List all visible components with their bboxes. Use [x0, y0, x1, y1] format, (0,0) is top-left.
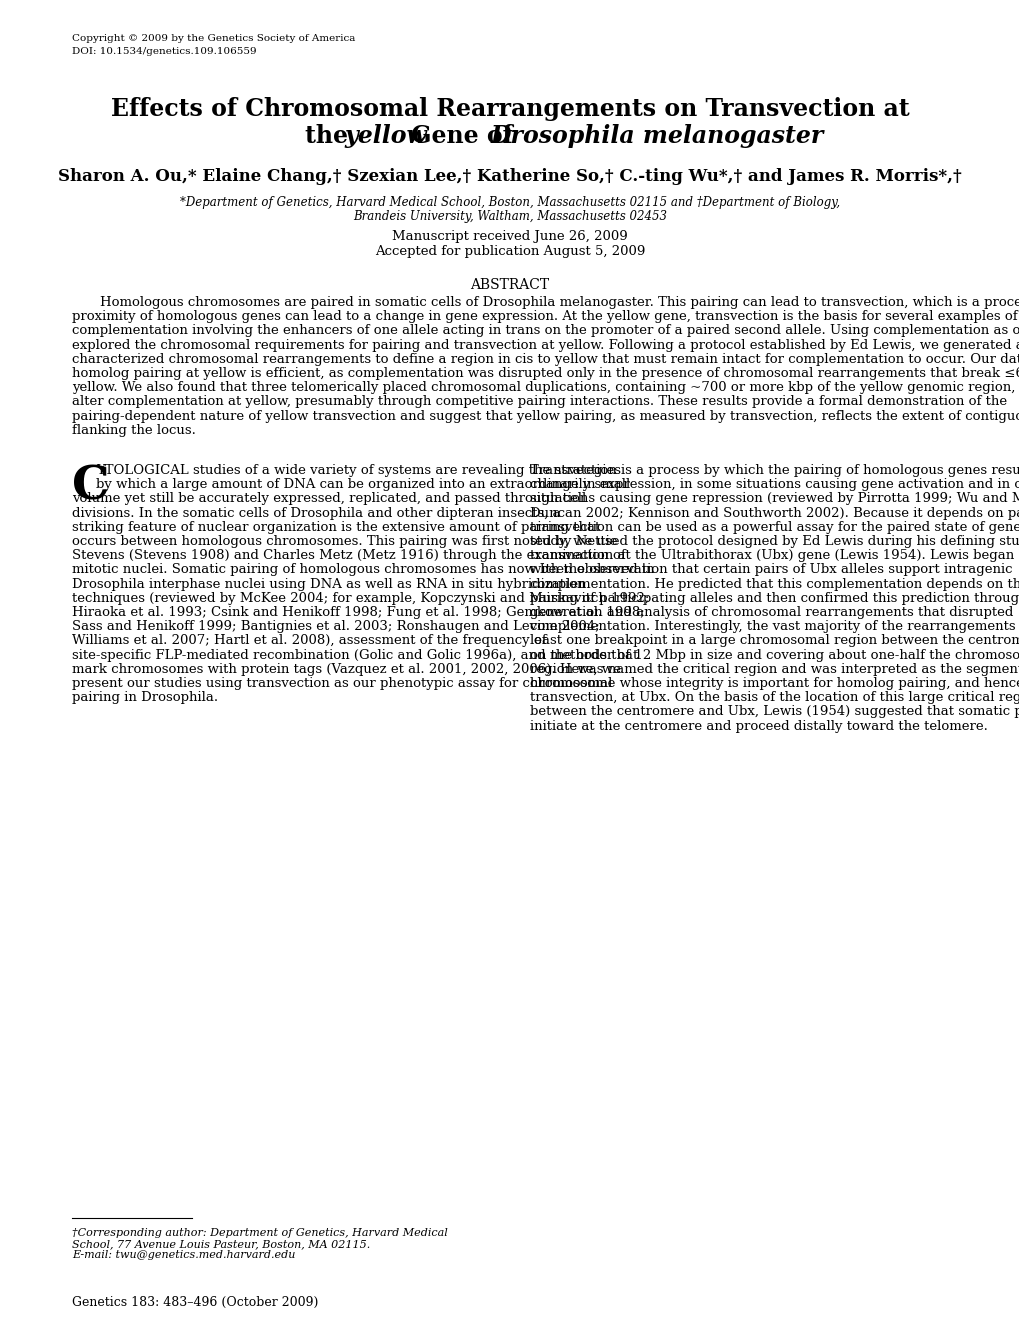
Text: explored the chromosomal requirements for pairing and transvection at yellow. Fo: explored the chromosomal requirements fo…: [72, 339, 1019, 352]
Text: homolog pairing at yellow is efficient, as complementation was disrupted only in: homolog pairing at yellow is efficient, …: [72, 367, 1019, 380]
Text: characterized chromosomal rearrangements to define a region in cis to yellow tha: characterized chromosomal rearrangements…: [72, 352, 1019, 365]
Text: Williams et al. 2007; Hartl et al. 2008), assessment of the frequency of: Williams et al. 2007; Hartl et al. 2008)…: [72, 634, 546, 647]
Text: yellow: yellow: [344, 124, 427, 148]
Text: flanking the locus.: flanking the locus.: [72, 424, 196, 437]
Text: study, we used the protocol designed by Ed Lewis during his defining studies of: study, we used the protocol designed by …: [530, 535, 1019, 548]
Text: Brandeis University, Waltham, Massachusetts 02453: Brandeis University, Waltham, Massachuse…: [353, 211, 666, 222]
Text: divisions. In the somatic cells of Drosophila and other dipteran insects, a: divisions. In the somatic cells of Droso…: [72, 507, 560, 519]
Text: between the centromere and Ubx, Lewis (1954) suggested that somatic pairing migh: between the centromere and Ubx, Lewis (1…: [530, 706, 1019, 719]
Text: Effects of Chromosomal Rearrangements on Transvection at: Effects of Chromosomal Rearrangements on…: [111, 97, 908, 120]
Text: Stevens (Stevens 1908) and Charles Metz (Metz 1916) through the examination of: Stevens (Stevens 1908) and Charles Metz …: [72, 549, 625, 563]
Text: transvection at the Ultrabithorax (Ubx) gene (Lewis 1954). Lewis began his analy: transvection at the Ultrabithorax (Ubx) …: [530, 549, 1019, 563]
Text: yellow. We also found that three telomerically placed chromosomal duplications, : yellow. We also found that three telomer…: [72, 381, 1019, 395]
Text: Drosophila interphase nuclei using DNA as well as RNA in situ hybridization: Drosophila interphase nuclei using DNA a…: [72, 577, 585, 591]
Text: complementation. Interestingly, the vast majority of the rearrangements had at: complementation. Interestingly, the vast…: [530, 620, 1019, 633]
Text: School, 77 Avenue Louis Pasteur, Boston, MA 02115.: School, 77 Avenue Louis Pasteur, Boston,…: [72, 1239, 370, 1249]
Text: pairing in Drosophila.: pairing in Drosophila.: [72, 691, 218, 704]
Text: volume yet still be accurately expressed, replicated, and passed through cell: volume yet still be accurately expressed…: [72, 493, 586, 506]
Text: Gene of: Gene of: [403, 124, 521, 148]
Text: by which a large amount of DNA can be organized into an extraordinarily small: by which a large amount of DNA can be or…: [96, 478, 630, 491]
Text: chromosome whose integrity is important for homolog pairing, and hence: chromosome whose integrity is important …: [530, 677, 1019, 690]
Text: region was named the critical region and was interpreted as the segment of the: region was named the critical region and…: [530, 663, 1019, 675]
Text: transvection, at Ubx. On the basis of the location of this large critical region: transvection, at Ubx. On the basis of th…: [530, 691, 1019, 704]
Text: alter complementation at yellow, presumably through competitive pairing interact: alter complementation at yellow, presuma…: [72, 396, 1006, 408]
Text: Genetics 183: 483–496 (October 2009): Genetics 183: 483–496 (October 2009): [72, 1296, 318, 1309]
Text: *Department of Genetics, Harvard Medical School, Boston, Massachusetts 02115 and: *Department of Genetics, Harvard Medical…: [179, 196, 840, 209]
Text: ABSTRACT: ABSTRACT: [470, 278, 549, 293]
Text: situations causing gene repression (reviewed by Pirrotta 1999; Wu and Morris 199: situations causing gene repression (revi…: [530, 493, 1019, 506]
Text: complementation. He predicted that this complementation depends on the physical: complementation. He predicted that this …: [530, 577, 1019, 591]
Text: Duncan 2002; Kennison and Southworth 2002). Because it depends on pairing,: Duncan 2002; Kennison and Southworth 200…: [530, 507, 1019, 519]
Text: E-mail: twu@genetics.med.harvard.edu: E-mail: twu@genetics.med.harvard.edu: [72, 1250, 296, 1260]
Text: generation and analysis of chromosomal rearrangements that disrupted: generation and analysis of chromosomal r…: [530, 606, 1013, 620]
Text: Manuscript received June 26, 2009: Manuscript received June 26, 2009: [391, 230, 628, 244]
Text: transvection can be used as a powerful assay for the paired state of genes. In t: transvection can be used as a powerful a…: [530, 520, 1019, 534]
Text: Sharon A. Ou,* Elaine Chang,† Szexian Lee,† Katherine So,† C.-ting Wu*,† and Jam: Sharon A. Ou,* Elaine Chang,† Szexian Le…: [58, 168, 961, 185]
Text: pairing of participating alleles and then confirmed this prediction through the: pairing of participating alleles and the…: [530, 592, 1019, 605]
Text: on the order of 12 Mbp in size and covering about one-half the chromosome arm. T: on the order of 12 Mbp in size and cover…: [530, 649, 1019, 662]
Text: striking feature of nuclear organization is the extensive amount of pairing that: striking feature of nuclear organization…: [72, 520, 599, 534]
Text: †Corresponding author: Department of Genetics, Harvard Medical: †Corresponding author: Department of Gen…: [72, 1227, 447, 1238]
Text: the: the: [305, 124, 357, 148]
Text: Accepted for publication August 5, 2009: Accepted for publication August 5, 2009: [374, 245, 645, 258]
Text: Transvection is a process by which the pairing of homologous genes results in a: Transvection is a process by which the p…: [530, 463, 1019, 477]
Text: YTOLOGICAL studies of a wide variety of systems are revealing the strategies: YTOLOGICAL studies of a wide variety of …: [96, 463, 621, 477]
Text: complementation involving the enhancers of one allele acting in trans on the pro: complementation involving the enhancers …: [72, 324, 1019, 338]
Text: least one breakpoint in a large chromosomal region between the centromere and Ub: least one breakpoint in a large chromoso…: [530, 634, 1019, 647]
Text: present our studies using transvection as our phenotypic assay for chromosomal: present our studies using transvection a…: [72, 677, 611, 690]
Text: Drosophila melanogaster: Drosophila melanogaster: [490, 124, 823, 148]
Text: Copyright © 2009 by the Genetics Society of America: Copyright © 2009 by the Genetics Society…: [72, 34, 355, 42]
Text: Sass and Henikoff 1999; Bantignies et al. 2003; Ronshaugen and Levine 2004;: Sass and Henikoff 1999; Bantignies et al…: [72, 620, 599, 633]
Text: change in expression, in some situations causing gene activation and in other: change in expression, in some situations…: [530, 478, 1019, 491]
Text: techniques (reviewed by McKee 2004; for example, Kopczynski and Muskavitch 1992;: techniques (reviewed by McKee 2004; for …: [72, 592, 649, 605]
Text: with the observation that certain pairs of Ubx alleles support intragenic: with the observation that certain pairs …: [530, 564, 1012, 576]
Text: DOI: 10.1534/genetics.109.106559: DOI: 10.1534/genetics.109.106559: [72, 46, 257, 56]
Text: mitotic nuclei. Somatic pairing of homologous chromosomes has now been observed : mitotic nuclei. Somatic pairing of homol…: [72, 564, 654, 576]
Text: pairing-dependent nature of yellow transvection and suggest that yellow pairing,: pairing-dependent nature of yellow trans…: [72, 409, 1019, 422]
Text: initiate at the centromere and proceed distally toward the telomere.: initiate at the centromere and proceed d…: [530, 720, 987, 732]
Text: Hiraoka et al. 1993; Csink and Henikoff 1998; Fung et al. 1998; Gemkow et al. 19: Hiraoka et al. 1993; Csink and Henikoff …: [72, 606, 644, 620]
Text: proximity of homologous genes can lead to a change in gene expression. At the ye: proximity of homologous genes can lead t…: [72, 310, 1019, 323]
Text: site-specific FLP-mediated recombination (Golic and Golic 1996a), and methods th: site-specific FLP-mediated recombination…: [72, 649, 638, 662]
Text: mark chromosomes with protein tags (Vazquez et al. 2001, 2002, 2006). Here, we: mark chromosomes with protein tags (Vazq…: [72, 663, 621, 675]
Text: C: C: [72, 463, 109, 510]
Text: occurs between homologous chromosomes. This pairing was first noted by Nettie: occurs between homologous chromosomes. T…: [72, 535, 616, 548]
Text: Homologous chromosomes are paired in somatic cells of Drosophila melanogaster. T: Homologous chromosomes are paired in som…: [100, 297, 1019, 308]
